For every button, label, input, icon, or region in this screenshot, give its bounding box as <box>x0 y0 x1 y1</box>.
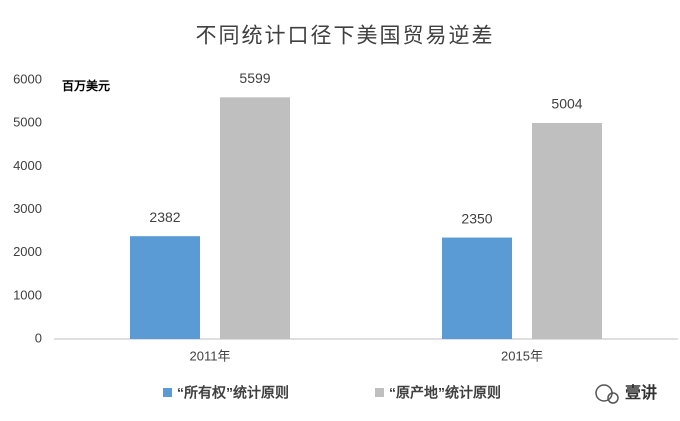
data-label: 5599 <box>239 70 270 86</box>
y-tick-label: 1000 <box>13 287 42 302</box>
data-label: 2382 <box>149 209 180 225</box>
chart-title: 不同统计口径下美国贸易逆差 <box>196 24 495 48</box>
watermark-icon <box>607 392 619 404</box>
data-label: 2350 <box>461 210 492 226</box>
y-tick-label: 3000 <box>13 201 42 216</box>
bar <box>442 237 512 339</box>
bar <box>220 97 290 339</box>
unit-label: 百万美元 <box>62 78 110 93</box>
legend-swatch <box>163 388 172 397</box>
legend-swatch <box>375 388 384 397</box>
bar <box>532 122 602 339</box>
x-tick-label: 2011年 <box>190 348 231 363</box>
x-tick-label: 2015年 <box>501 348 543 363</box>
legend-label: “所有权”统计原则 <box>177 385 289 401</box>
y-tick-label: 0 <box>35 330 42 345</box>
watermark: 壹讲 <box>595 383 657 404</box>
y-tick-label: 6000 <box>13 71 42 86</box>
y-tick-label: 2000 <box>13 244 42 259</box>
watermark-text: 壹讲 <box>625 383 657 402</box>
y-tick-label: 5000 <box>13 115 42 130</box>
y-tick-label: 4000 <box>13 158 42 173</box>
bar <box>130 236 200 339</box>
data-label: 5004 <box>551 96 582 112</box>
legend-label: “原产地”统计原则 <box>389 385 501 401</box>
